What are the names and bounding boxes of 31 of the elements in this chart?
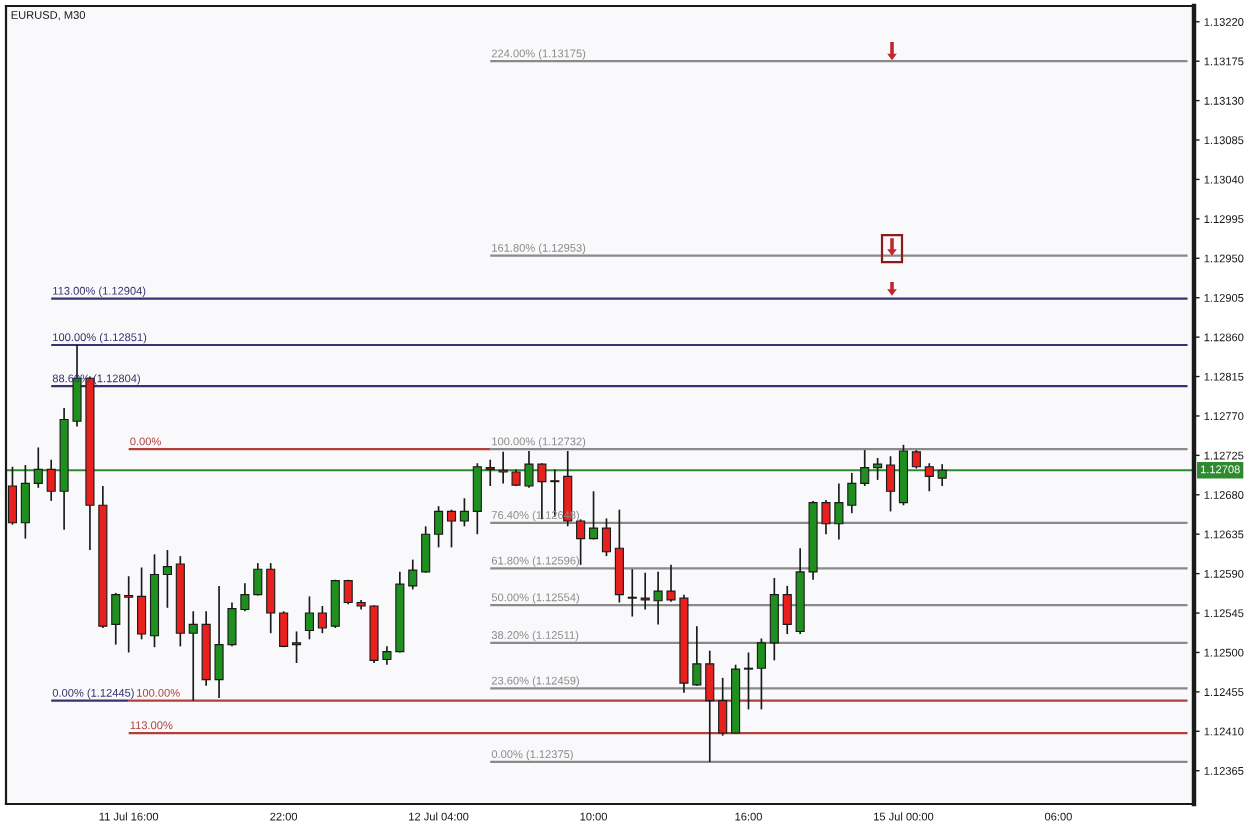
candlestick — [718, 677, 728, 737]
candlestick — [459, 497, 469, 528]
candlestick — [317, 605, 327, 635]
candlestick — [421, 525, 431, 574]
candlestick — [124, 575, 134, 654]
candlestick — [137, 566, 147, 641]
candlestick — [614, 508, 624, 604]
candlestick — [601, 517, 612, 557]
candlestick — [434, 505, 444, 549]
candlestick — [937, 463, 947, 487]
candlestick — [304, 595, 315, 641]
candlestick — [576, 518, 586, 566]
candlestick — [472, 462, 482, 536]
candlestick — [885, 455, 896, 513]
candlestick — [627, 568, 637, 618]
candlestick — [911, 449, 921, 470]
candlestick — [33, 446, 43, 489]
candlestick — [485, 458, 495, 487]
candlestick — [743, 651, 754, 711]
candlestick — [446, 508, 457, 549]
candlestick — [860, 449, 870, 487]
candlestick — [20, 464, 30, 540]
candlestick — [279, 610, 289, 649]
candlestick — [291, 630, 302, 664]
candlestick — [162, 549, 172, 609]
candlestick — [924, 462, 934, 493]
candlestick — [330, 578, 340, 629]
candlestick — [266, 562, 276, 635]
candlestick — [873, 457, 883, 481]
candlestick — [588, 490, 599, 541]
candlestick — [756, 637, 766, 711]
